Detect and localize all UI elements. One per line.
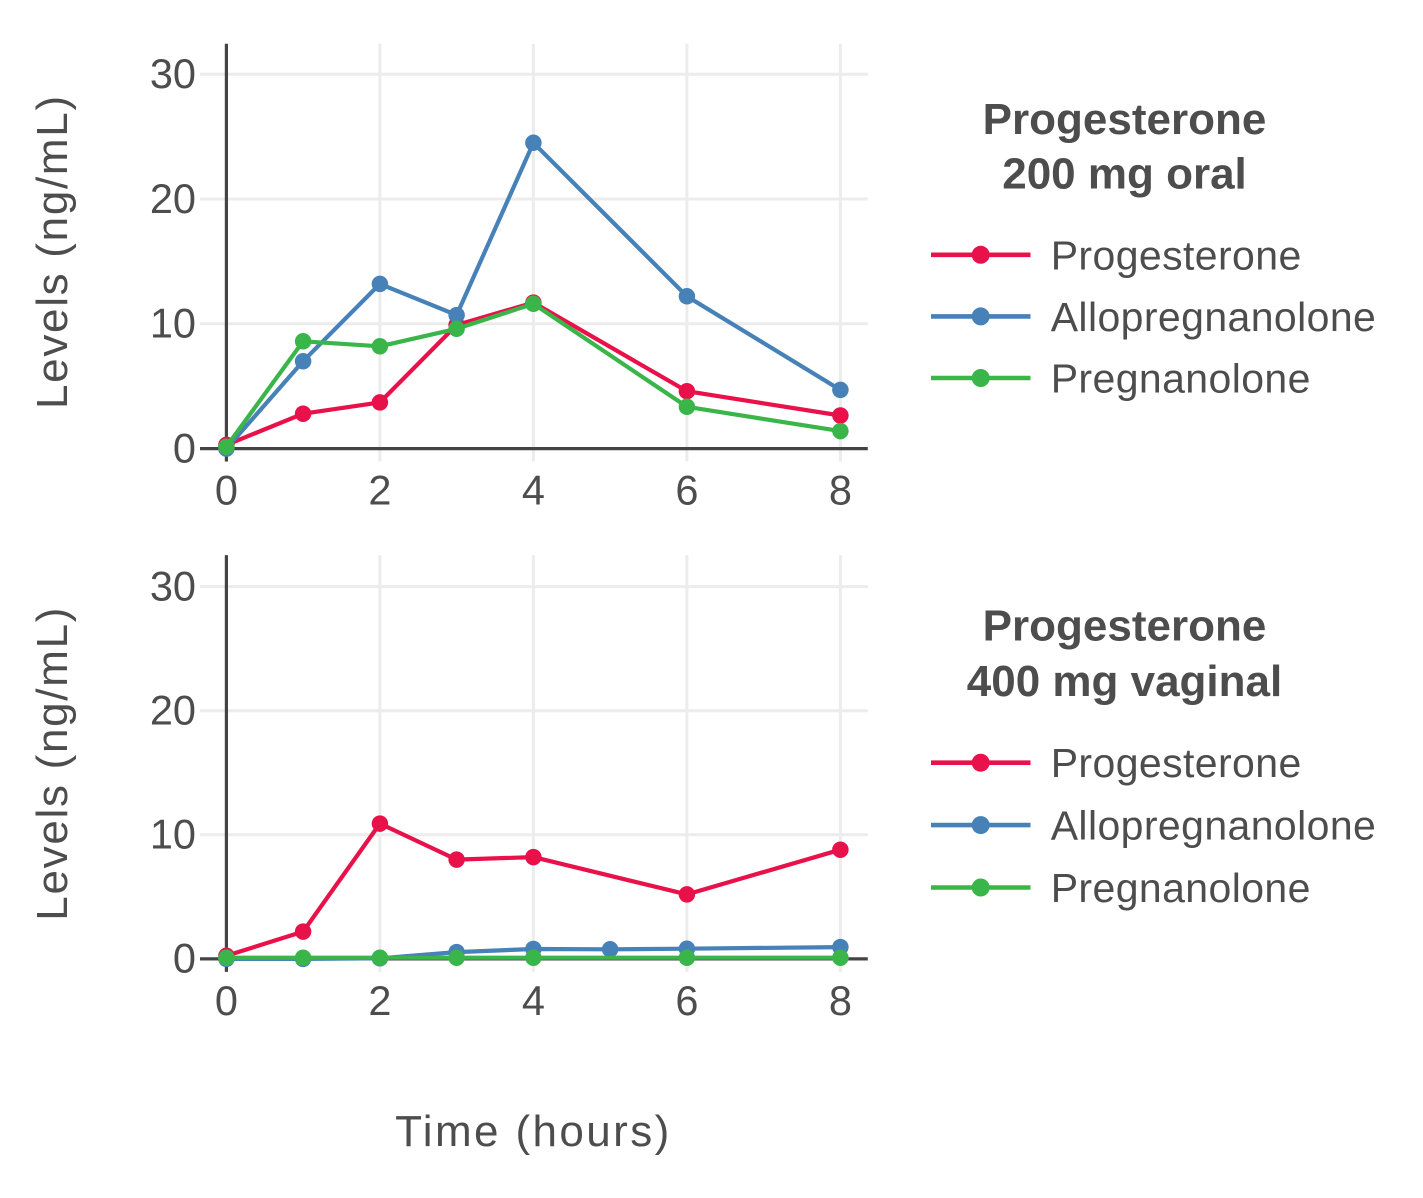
svg-text:6: 6 (675, 977, 698, 1024)
svg-text:Levels (ng/mL): Levels (ng/mL) (28, 94, 77, 409)
svg-text:200 mg oral: 200 mg oral (1002, 150, 1247, 199)
svg-text:20: 20 (150, 687, 196, 734)
svg-text:0: 0 (215, 977, 238, 1024)
svg-text:Pregnanolone: Pregnanolone (1051, 865, 1311, 911)
svg-text:2: 2 (368, 977, 391, 1024)
svg-text:4: 4 (522, 467, 545, 514)
svg-text:0: 0 (215, 467, 238, 514)
svg-text:4: 4 (522, 977, 545, 1024)
svg-text:Progesterone: Progesterone (983, 602, 1267, 651)
svg-text:8: 8 (829, 467, 852, 514)
svg-text:30: 30 (150, 50, 196, 97)
svg-text:10: 10 (150, 811, 196, 858)
svg-text:0: 0 (173, 935, 196, 982)
svg-text:8: 8 (829, 977, 852, 1024)
svg-text:Progesterone: Progesterone (983, 95, 1267, 144)
svg-text:Allopregnanolone: Allopregnanolone (1051, 294, 1377, 340)
svg-text:Progesterone: Progesterone (1051, 740, 1302, 786)
svg-text:10: 10 (150, 300, 196, 347)
svg-text:Progesterone: Progesterone (1051, 232, 1302, 278)
svg-text:30: 30 (150, 562, 196, 609)
svg-text:20: 20 (150, 175, 196, 222)
svg-text:Allopregnanolone: Allopregnanolone (1051, 803, 1377, 849)
svg-text:2: 2 (368, 467, 391, 514)
svg-text:6: 6 (675, 467, 698, 514)
svg-text:Pregnanolone: Pregnanolone (1051, 356, 1311, 402)
svg-text:400 mg vaginal: 400 mg vaginal (967, 657, 1282, 706)
svg-text:0: 0 (173, 424, 196, 471)
svg-text:Levels (ng/mL): Levels (ng/mL) (28, 606, 77, 921)
svg-text:Time (hours): Time (hours) (395, 1107, 672, 1156)
